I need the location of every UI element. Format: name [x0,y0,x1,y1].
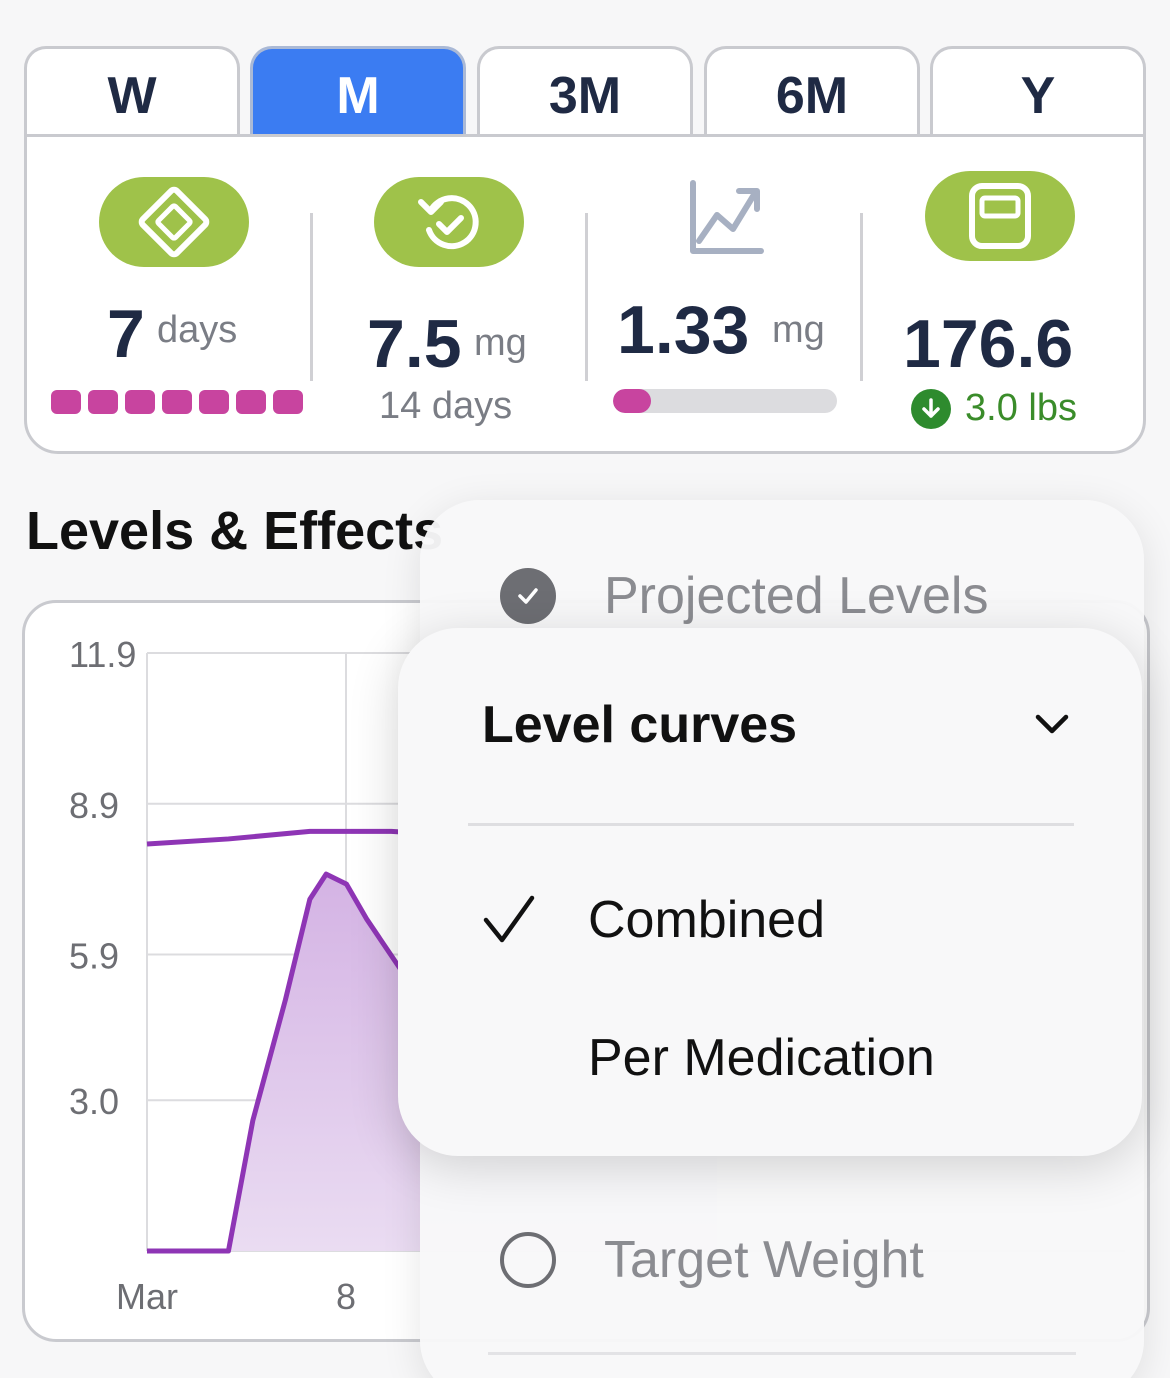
checkmark-circle-icon [500,568,556,624]
weight-stat[interactable]: 176.6 3.0 lbs [867,137,1147,453]
tab-6-months[interactable]: 6M [704,46,920,138]
level-progress-fill [613,389,652,413]
streak-dots [51,390,303,414]
menu-item-target-weight[interactable]: Target Weight [500,1230,924,1290]
dose-unit: mg [474,322,527,364]
dose-stat[interactable]: 7.5 mg 14 days [317,137,597,453]
level-curves-submenu: Level curves Combined Per Medication [398,628,1142,1156]
menu-item-label: Projected Levels [604,567,989,625]
trend-chart-icon [687,179,765,262]
level-progress-bar [613,389,837,413]
streak-dot [236,390,266,414]
y-tick-label: 8.9 [69,785,119,826]
section-title: Levels & Effects [26,501,444,561]
option-check-placeholder [482,1030,540,1086]
menu-item-label: Target Weight [604,1231,924,1289]
period-tabs: W M 3M 6M Y [24,46,1146,138]
option-per-medication[interactable]: Per Medication [482,1028,935,1088]
level-unit: mg [772,309,825,351]
dose-history-icon [374,177,524,267]
streak-dot [125,390,155,414]
arrow-down-icon [911,388,951,429]
dose-value: 7.5 [367,306,462,382]
option-label: Per Medication [588,1029,935,1087]
streak-dot [273,390,303,414]
tab-month[interactable]: M [250,46,466,138]
option-combined[interactable]: Combined [482,890,825,950]
streak-dot [199,390,229,414]
divider [585,213,588,381]
divider [860,213,863,381]
chevron-down-icon [1032,708,1072,743]
divider [310,213,313,381]
y-tick-label: 5.9 [69,936,119,977]
option-label: Combined [588,891,826,949]
streak-value: 7 [107,296,145,372]
tab-year[interactable]: Y [930,46,1146,138]
streak-dot [162,390,192,414]
dose-duration: 14 days [379,385,513,427]
tab-week[interactable]: W [24,46,240,138]
streak-stat[interactable]: 7 days [27,137,307,453]
y-tick-label: 3.0 [69,1081,119,1122]
tab-3-months[interactable]: 3M [477,46,693,138]
weight-delta: 3.0 lbs [911,387,1077,430]
weight-delta-value: 3.0 lbs [965,387,1077,429]
level-value: 1.33 [617,292,750,368]
submenu-header[interactable]: Level curves [482,692,1072,758]
streak-dot [88,390,118,414]
empty-circle-icon [500,1232,556,1288]
diamond-icon [99,177,249,267]
scale-icon [925,171,1075,261]
menu-item-projected-levels[interactable]: Projected Levels [500,566,988,626]
menu-divider [488,1352,1076,1355]
x-tick-label: 8 [336,1276,356,1317]
submenu-divider [468,823,1074,826]
stats-card: 7 days 7.5 mg [24,134,1146,454]
checkmark-icon [482,892,540,948]
x-tick-label: Mar [116,1276,178,1317]
streak-dot [51,390,81,414]
level-stat[interactable]: 1.33 mg [597,137,877,453]
streak-unit: days [157,309,238,351]
submenu-title: Level curves [482,696,798,754]
y-tick-label: 11.9 [69,634,136,675]
weight-value: 176.6 [903,306,1074,382]
